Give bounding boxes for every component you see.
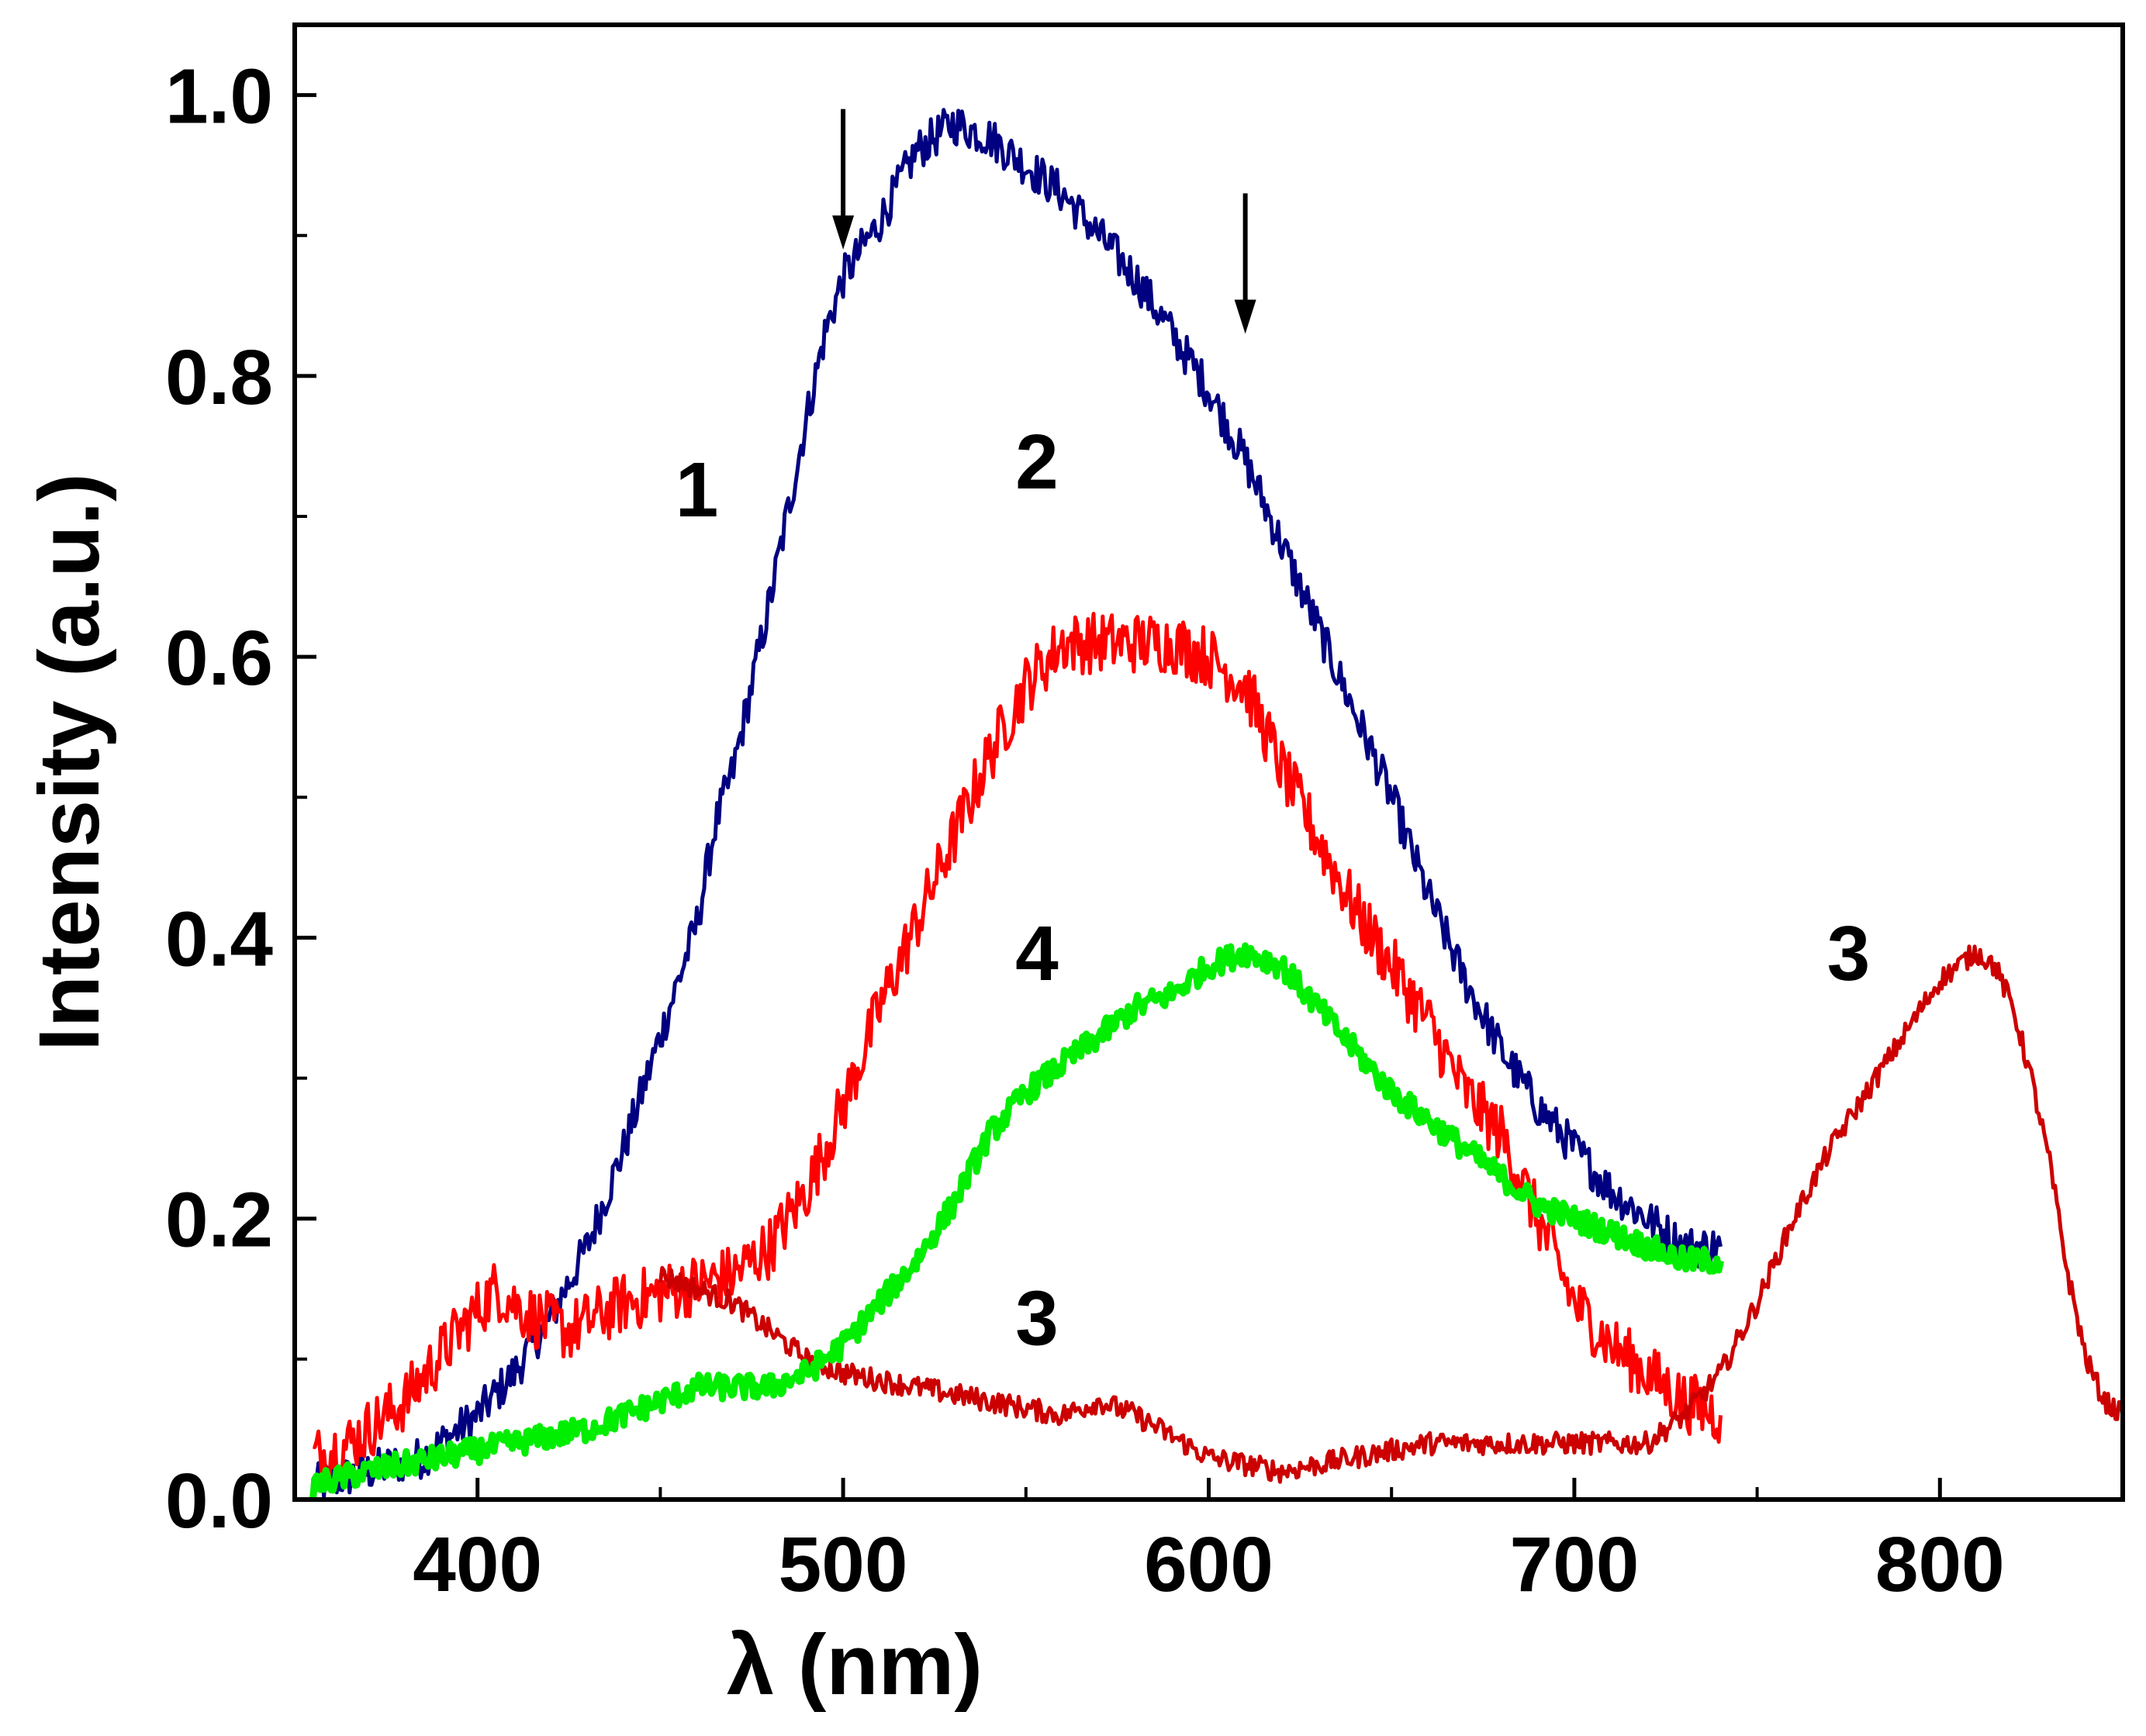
series-line-2 (312, 612, 1723, 1485)
annotation-layer: 1 2 4 3 3 (676, 109, 1871, 1362)
x-tick-label: 400 (413, 1521, 542, 1608)
series-line-3 (658, 944, 2125, 1484)
series-line-4 (309, 942, 1724, 1499)
y-tick-label: 0.6 (165, 615, 273, 702)
series-layer (309, 108, 2125, 1499)
curve-label-1: 1 (676, 447, 719, 533)
y-tick-label: 0.0 (165, 1458, 273, 1544)
y-axis-title: Intensity (a.u.) (22, 473, 117, 1051)
y-tick-label: 0.8 (165, 334, 273, 421)
curve-label-3: 3 (1827, 910, 1871, 997)
ticks-layer: 400 500 600 700 800 0.0 0.2 0.4 0.6 0.8 1.0 (165, 53, 2005, 1608)
y-tick-label: 0.4 (165, 896, 273, 982)
curve-label-3: 3 (1015, 1275, 1059, 1362)
x-tick-label: 500 (779, 1521, 908, 1608)
x-axis-title: λ (nm) (727, 1617, 983, 1713)
x-tick-label: 700 (1509, 1521, 1639, 1608)
arrow-head-2 (1234, 299, 1256, 334)
x-tick-label: 800 (1875, 1521, 2005, 1608)
curve-label-2: 2 (1015, 419, 1059, 506)
curve-label-4: 4 (1015, 910, 1059, 997)
arrow-head-1 (832, 215, 855, 250)
y-tick-label: 0.2 (165, 1177, 273, 1264)
y-tick-label: 1.0 (165, 53, 273, 140)
x-tick-label: 600 (1144, 1521, 1273, 1608)
